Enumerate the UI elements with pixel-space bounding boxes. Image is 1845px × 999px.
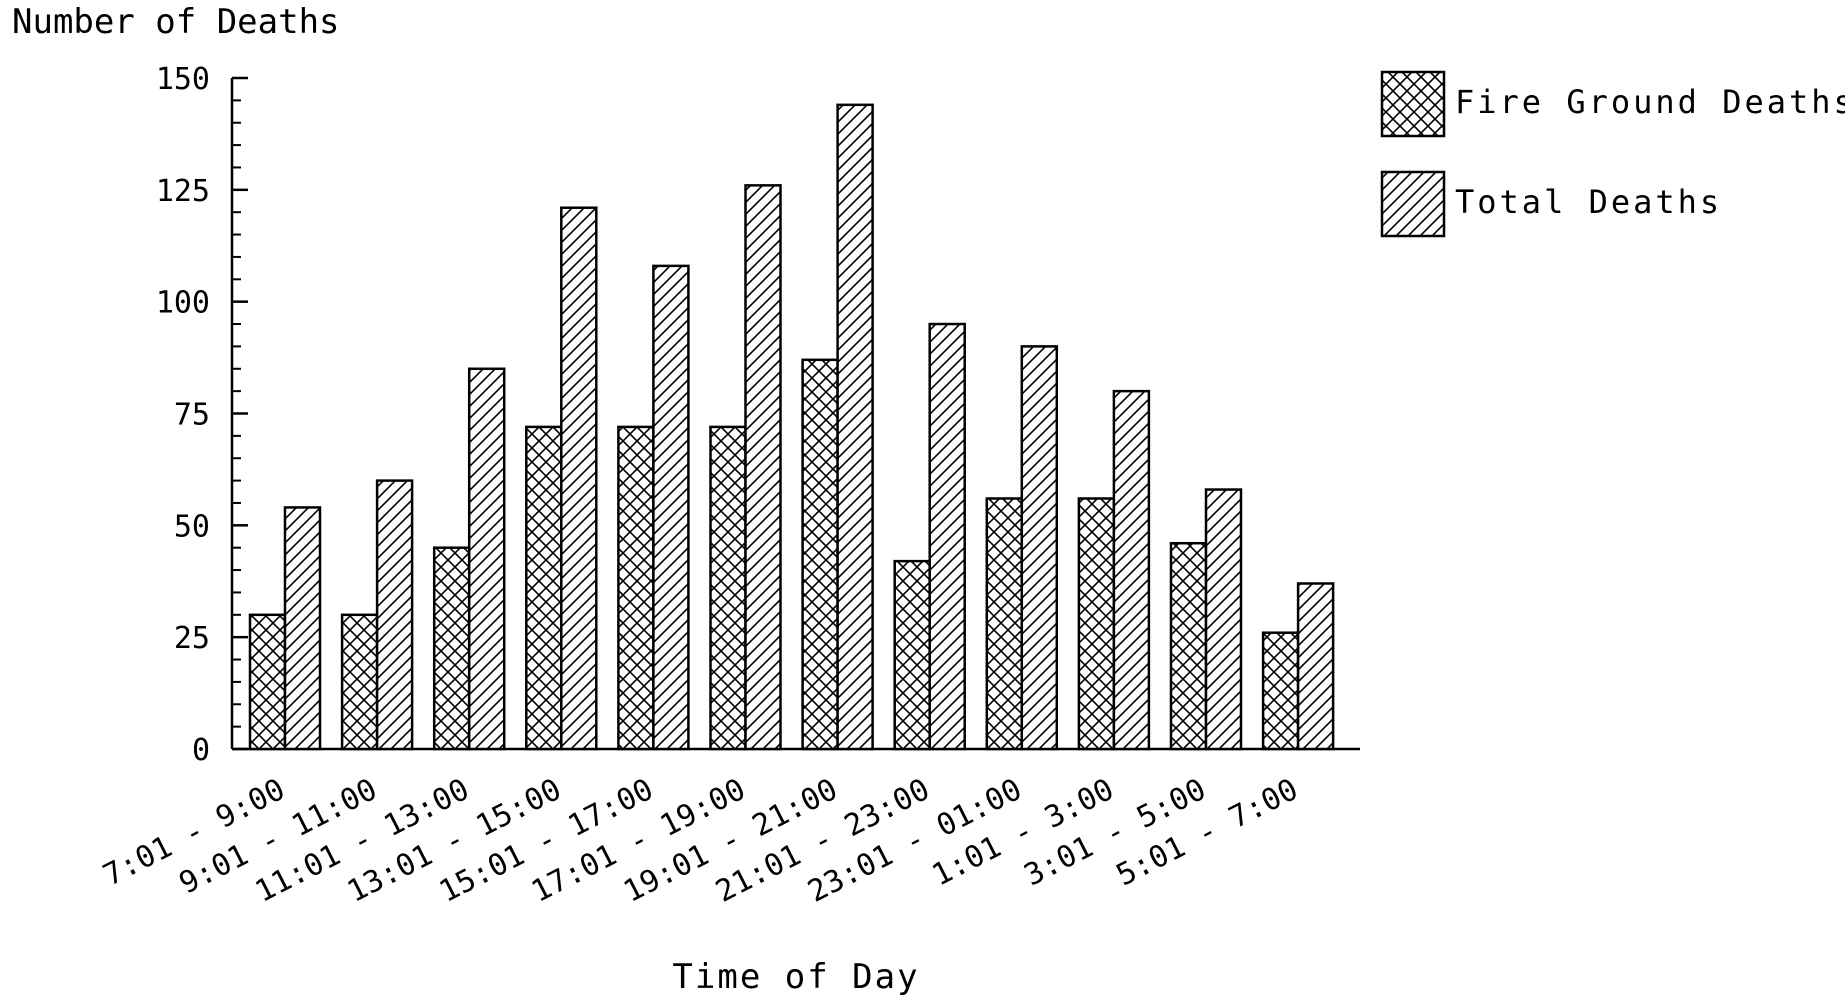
y-tick-label: 25 [174, 621, 210, 656]
bar-total-deaths-6 [836, 103, 874, 751]
y-tick-label: 150 [156, 62, 210, 97]
bar-total-deaths-1 [375, 479, 414, 751]
bar-total-deaths-5 [744, 184, 782, 751]
bar-fire-ground-deaths-3 [525, 425, 563, 751]
bar-fire-ground-deaths-5 [709, 425, 747, 751]
bar-total-deaths-4 [652, 264, 690, 751]
bar-total-deaths-10 [1204, 488, 1243, 751]
bar-fire-ground-deaths-4 [617, 425, 655, 751]
y-tick-label: 75 [174, 398, 210, 433]
legend-swatch-fire-ground-deaths [1380, 70, 1446, 138]
y-tick-label: 125 [156, 174, 210, 209]
bar-fire-ground-deaths-2 [432, 546, 471, 751]
y-tick-label: 50 [174, 509, 210, 544]
bar-total-deaths-8 [1020, 345, 1059, 751]
bar-fire-ground-deaths-9 [1077, 497, 1116, 751]
bar-total-deaths-9 [1112, 389, 1151, 751]
bar-total-deaths-2 [467, 367, 506, 751]
legend-swatch-total-deaths [1380, 170, 1446, 238]
y-axis-ticks: 0 25 50 75 100 125 150 [156, 62, 248, 768]
bar-fire-ground-deaths-11 [1261, 631, 1300, 751]
y-tick-label: 0 [192, 733, 210, 768]
bar-total-deaths-7 [928, 322, 966, 751]
bars [248, 103, 1335, 751]
bar-fire-ground-deaths-10 [1169, 541, 1208, 751]
y-tick-label: 100 [156, 286, 210, 321]
bar-fire-ground-deaths-6 [801, 358, 839, 751]
x-axis-label: Time of Day [672, 957, 919, 997]
bar-fire-ground-deaths-1 [340, 613, 379, 751]
bar-fire-ground-deaths-7 [893, 559, 931, 751]
legend: Fire Ground Deaths Total Deaths [1380, 70, 1845, 238]
bar-fire-ground-deaths-8 [985, 497, 1024, 751]
bar-total-deaths-3 [560, 206, 598, 751]
legend-label-fire-ground-deaths: Fire Ground Deaths [1455, 83, 1845, 121]
y-axis-label: Number of Deaths [12, 2, 340, 42]
legend-label-total-deaths: Total Deaths [1455, 183, 1722, 221]
bar-fire-ground-deaths-0 [248, 613, 287, 751]
bar-total-deaths-11 [1296, 582, 1335, 751]
bar-total-deaths-0 [283, 506, 322, 751]
